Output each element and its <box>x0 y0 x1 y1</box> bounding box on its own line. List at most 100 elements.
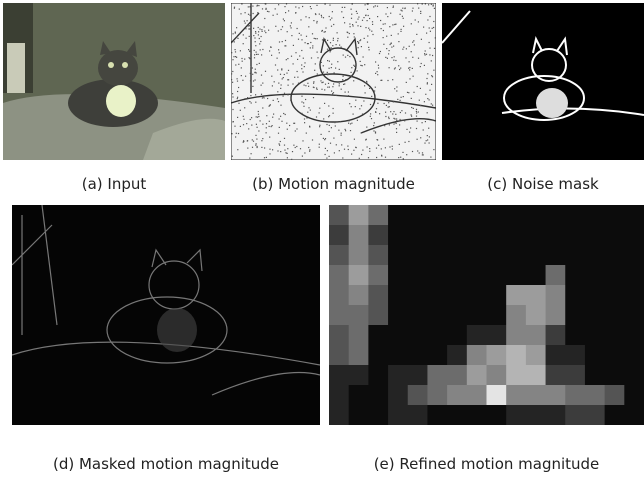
block <box>585 205 605 226</box>
block <box>565 285 585 306</box>
noise-mask-image <box>442 3 644 160</box>
block <box>585 225 605 246</box>
block <box>447 245 467 266</box>
block <box>624 345 644 366</box>
block <box>506 265 526 286</box>
block <box>329 345 349 366</box>
block <box>467 265 487 286</box>
block <box>605 325 625 346</box>
block <box>506 205 526 226</box>
block <box>388 345 408 366</box>
block <box>467 285 487 306</box>
block <box>526 245 546 266</box>
block <box>368 325 388 346</box>
block <box>605 225 625 246</box>
block <box>447 205 467 226</box>
block <box>388 365 408 386</box>
block <box>526 365 546 386</box>
block <box>349 405 369 425</box>
block <box>624 225 644 246</box>
block <box>329 205 349 226</box>
block <box>526 225 546 246</box>
masked-motion-image <box>12 205 320 425</box>
block <box>329 285 349 306</box>
block <box>427 205 447 226</box>
block <box>565 365 585 386</box>
block <box>467 345 487 366</box>
block <box>427 325 447 346</box>
refined-motion-image <box>329 205 644 425</box>
block <box>447 365 467 386</box>
block <box>349 245 369 266</box>
block <box>388 225 408 246</box>
block <box>624 205 644 226</box>
block <box>368 245 388 266</box>
block <box>447 385 467 406</box>
block <box>605 405 625 425</box>
block <box>546 285 566 306</box>
block <box>487 405 507 425</box>
block <box>447 265 467 286</box>
block <box>427 305 447 326</box>
block <box>349 365 369 386</box>
block <box>388 265 408 286</box>
block <box>546 365 566 386</box>
block <box>388 385 408 406</box>
block <box>624 365 644 386</box>
block <box>467 365 487 386</box>
block <box>349 325 369 346</box>
block <box>585 245 605 266</box>
block <box>546 305 566 326</box>
block <box>447 345 467 366</box>
block <box>329 365 349 386</box>
block <box>487 345 507 366</box>
block <box>506 385 526 406</box>
block <box>427 405 447 425</box>
block <box>368 305 388 326</box>
block <box>408 345 428 366</box>
block <box>605 345 625 366</box>
caption: (c) Noise mask <box>442 175 644 193</box>
block <box>349 265 369 286</box>
block <box>467 305 487 326</box>
block <box>487 245 507 266</box>
block <box>427 265 447 286</box>
block <box>605 385 625 406</box>
block <box>605 305 625 326</box>
block <box>605 285 625 306</box>
block <box>624 265 644 286</box>
caption: (e) Refined motion magnitude <box>329 455 644 473</box>
block <box>467 205 487 226</box>
block <box>408 205 428 226</box>
block <box>546 405 566 425</box>
block <box>506 365 526 386</box>
block <box>487 225 507 246</box>
block <box>487 205 507 226</box>
block <box>546 205 566 226</box>
block <box>447 405 467 425</box>
caption: (b) Motion magnitude <box>225 175 442 193</box>
block <box>605 265 625 286</box>
block <box>624 405 644 425</box>
block <box>526 265 546 286</box>
block <box>427 365 447 386</box>
block <box>388 325 408 346</box>
block <box>526 325 546 346</box>
block <box>546 385 566 406</box>
block <box>408 305 428 326</box>
block <box>408 265 428 286</box>
block <box>506 225 526 246</box>
block <box>447 305 467 326</box>
block <box>526 385 546 406</box>
block <box>624 285 644 306</box>
block <box>506 345 526 366</box>
block <box>388 405 408 425</box>
block <box>506 325 526 346</box>
block <box>408 225 428 246</box>
block <box>368 365 388 386</box>
block <box>605 245 625 266</box>
block <box>546 265 566 286</box>
block <box>329 385 349 406</box>
block <box>605 365 625 386</box>
block <box>624 305 644 326</box>
